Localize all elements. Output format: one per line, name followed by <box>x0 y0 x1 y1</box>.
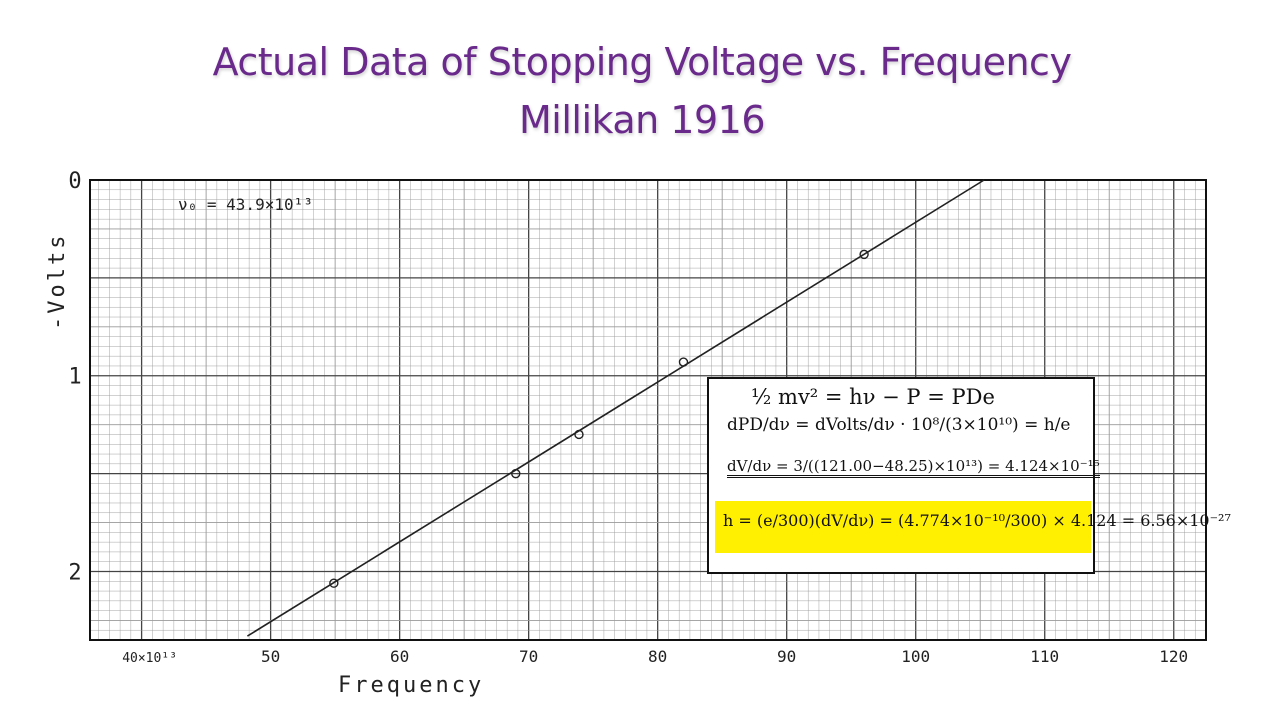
formula-slope-text: dV/dν = 3/((121.00−48.25)×10¹³) = 4.124×… <box>727 457 1100 478</box>
y-tick-label: 0 <box>68 169 81 194</box>
formula-line-planck: h = (e/300)(dV/dν) = (4.774×10⁻¹⁰/300) ×… <box>723 511 1231 530</box>
y-tick-label: 2 <box>68 560 81 585</box>
x-tick-label: 120 <box>1159 647 1188 666</box>
x-tick-label: 80 <box>648 647 667 666</box>
y-tick-label: 1 <box>68 365 81 390</box>
data-point <box>859 249 869 260</box>
x-tick-label: 90 <box>777 647 796 666</box>
data-point <box>511 468 521 479</box>
x-tick-label: 40×10¹³ <box>122 651 177 666</box>
formula-line-derivative: dPD/dν = dVolts/dν · 10⁸/(3×10¹⁰) = h/e <box>727 415 1071 435</box>
x-axis-label: Frequency <box>338 673 484 698</box>
data-point <box>329 578 339 588</box>
data-point <box>574 429 584 440</box>
y-tick-labels: 0 1 2 <box>68 169 81 585</box>
x-tick-labels: 40×10¹³ 50 60 70 80 90 100 110 120 <box>122 647 1188 666</box>
threshold-annotation: ν₀ = 43.9×10¹³ <box>178 195 313 214</box>
x-tick-label: 60 <box>390 647 409 666</box>
x-tick-label: 110 <box>1030 647 1059 666</box>
fit-line <box>246 179 985 637</box>
y-axis-label: -Volts <box>45 233 70 330</box>
data-points <box>329 249 869 588</box>
plot-frame <box>89 179 1207 641</box>
x-tick-label: 50 <box>261 647 280 666</box>
chart-subtitle: Millikan 1916 <box>518 98 766 142</box>
formula-highlight <box>715 501 1091 553</box>
x-tick-label: 70 <box>519 647 538 666</box>
formula-box: ½ mv² = hν − P = PDe dPD/dν = dVolts/dν … <box>707 377 1231 574</box>
formula-line-energy: ½ mv² = hν − P = PDe <box>751 385 995 409</box>
chart-title-line1: Actual Data of Stopping Voltage vs. Freq… <box>212 40 1072 84</box>
x-tick-label: 100 <box>901 647 930 666</box>
data-point <box>678 357 689 367</box>
formula-line-slope: dV/dν = 3/((121.00−48.25)×10¹³) = 4.124×… <box>727 457 1100 478</box>
